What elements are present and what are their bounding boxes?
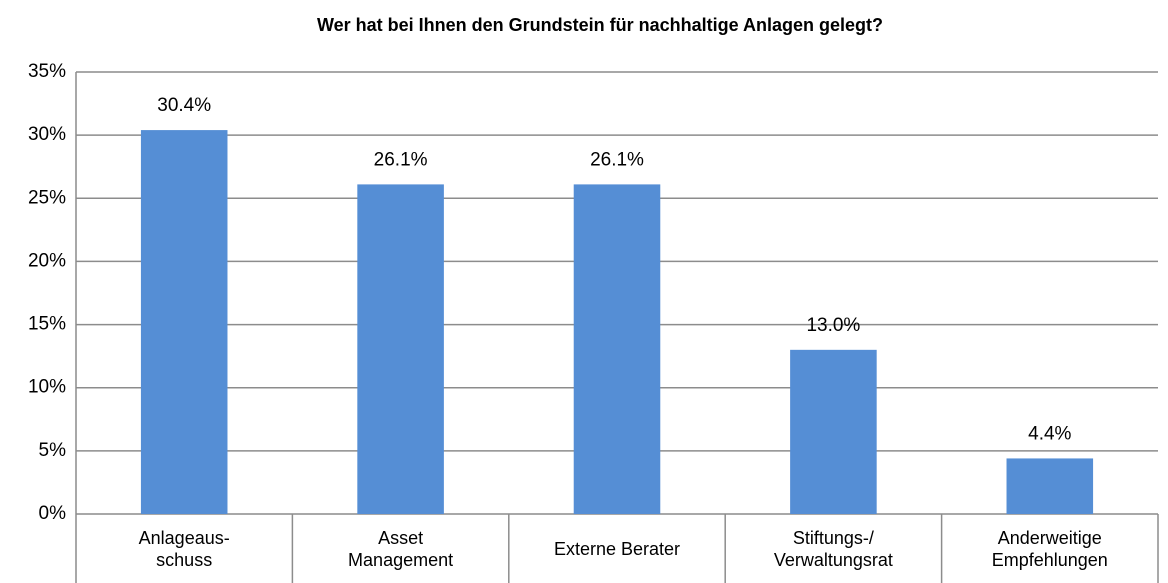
bar [140, 130, 228, 514]
x-tick-label: Anderweitige Empfehlungen [991, 527, 1108, 570]
x-tick-label: Stiftungs-/ Verwaltungsrat [773, 527, 893, 570]
y-tick-label: 25% [28, 187, 66, 208]
y-tick-label: 10% [28, 377, 66, 398]
y-tick-label: 5% [39, 440, 67, 461]
y-tick-label: 20% [28, 250, 66, 271]
y-tick-label: 15% [28, 314, 66, 335]
data-label: 4.4% [1028, 423, 1071, 444]
data-label: 30.4% [157, 95, 211, 116]
y-tick-label: 0% [39, 503, 67, 524]
chart-title: Wer hat bei Ihnen den Grundstein für nac… [317, 15, 883, 35]
bar [1006, 458, 1094, 514]
y-tick-label: 35% [28, 61, 66, 82]
y-tick-label: 30% [28, 124, 66, 145]
x-tick-label: Anlageaus- schuss [138, 527, 230, 570]
x-tick-label: Externe Berater [553, 538, 681, 559]
bar [573, 184, 661, 514]
bar [357, 184, 444, 514]
bar [790, 349, 877, 514]
data-label: 26.1% [590, 149, 644, 170]
data-label: 26.1% [374, 149, 428, 170]
data-label: 13.0% [806, 315, 860, 336]
x-tick-label: Asset Management [348, 527, 454, 570]
